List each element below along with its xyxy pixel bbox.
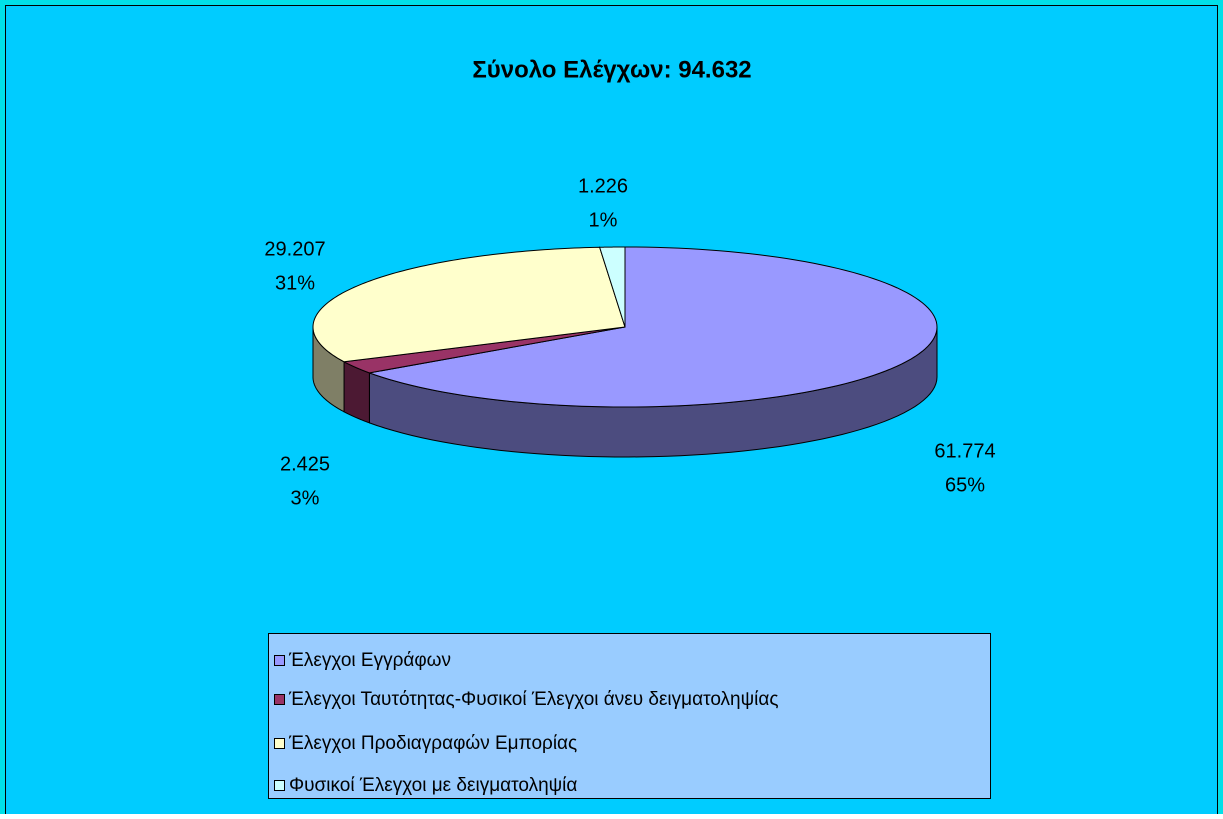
value-label: 61.774 [934, 440, 995, 462]
legend-swatch [274, 738, 285, 749]
chart-title: Σύνολο Ελέγχων: 94.632 [472, 56, 751, 83]
slice [312, 246, 626, 363]
slice [598, 246, 626, 328]
value-label: 1.226 [578, 175, 628, 197]
legend-swatch [274, 780, 285, 791]
legend-swatch [274, 694, 285, 705]
slice [367, 246, 938, 408]
value-label: 29.207 [264, 238, 325, 260]
value-label: 2.425 [280, 453, 330, 475]
percent-label: 65% [945, 474, 985, 496]
percent-label: 3% [291, 487, 320, 509]
slice [342, 326, 626, 374]
legend [268, 633, 991, 799]
legend-swatch [274, 655, 285, 666]
legend-label: Έλεγχοι Προδιαγραφών Εμπορίας [288, 733, 577, 754]
percent-label: 31% [275, 272, 315, 294]
legend-label: Έλεγχοι Εγγράφων [288, 650, 451, 671]
legend-label: Έλεγχοι Ταυτότητας-Φυσικοί Έλεγχοι άνευ … [288, 689, 779, 710]
percent-label: 1% [589, 209, 618, 231]
legend-label: Φυσικοί Έλεγχοι με δειγματοληψία [289, 775, 577, 796]
